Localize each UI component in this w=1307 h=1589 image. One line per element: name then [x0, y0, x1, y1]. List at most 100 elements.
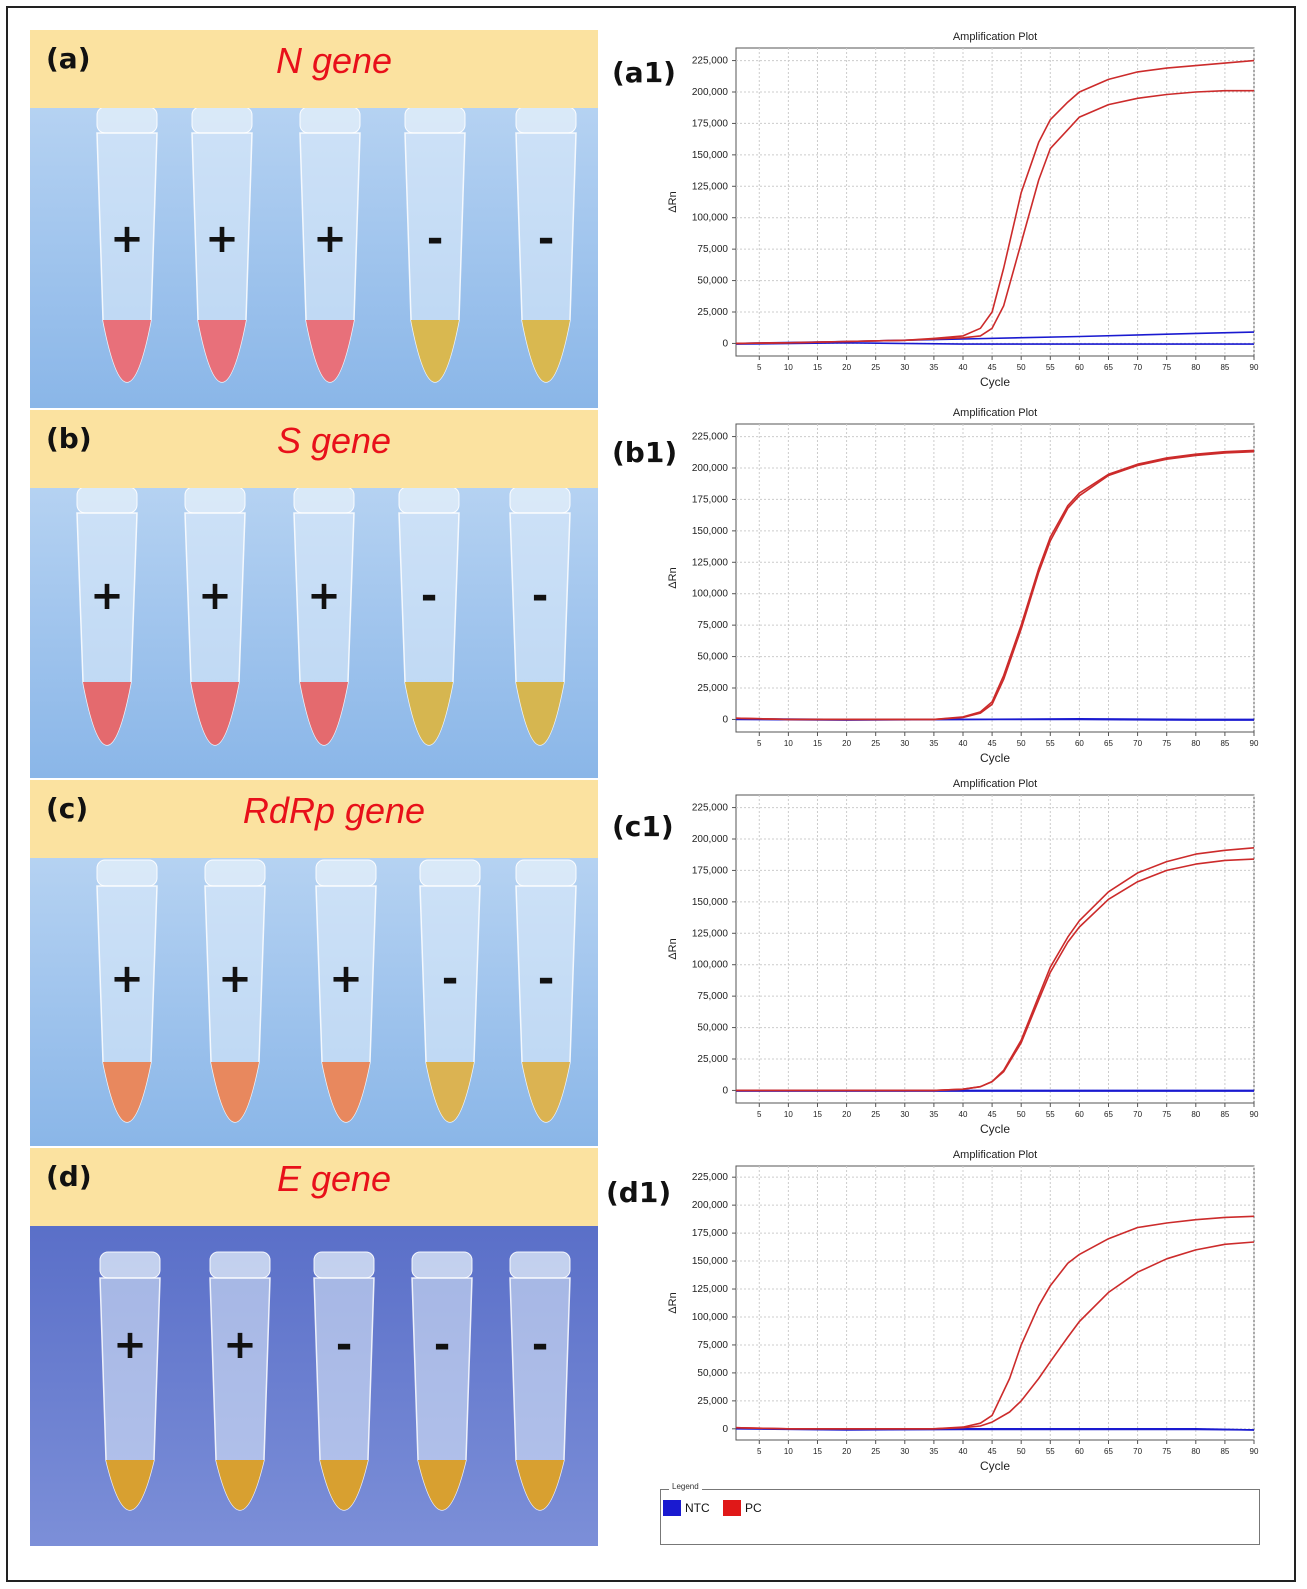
x-tick-label: 60 — [1075, 363, 1084, 372]
x-tick-label: 50 — [1017, 363, 1026, 372]
y-tick-label: 25,000 — [697, 1396, 728, 1407]
y-tick-label: 225,000 — [692, 1172, 729, 1183]
y-tick-label: 25,000 — [697, 1054, 728, 1065]
result-sign-d-1: + — [113, 1322, 147, 1368]
x-axis-label: Cycle — [980, 751, 1010, 765]
result-sign-b-2: + — [198, 573, 232, 619]
x-tick-label: 55 — [1046, 1110, 1055, 1119]
tube-liquid-a-3 — [306, 320, 354, 382]
result-sign-d-2: + — [223, 1322, 257, 1368]
amplification-plot-a1: Amplification Plot 5 10 15 20 25 30 35 40 45 50 55 6… — [667, 31, 1259, 389]
tube-liquid-b-1 — [83, 682, 131, 745]
tube-a-2: + — [191, 108, 253, 383]
x-tick-label: 80 — [1191, 1447, 1200, 1456]
series-line-pc — [735, 89, 1254, 345]
chart-title: Amplification Plot — [953, 1149, 1037, 1161]
x-tick-label: 45 — [988, 1447, 997, 1456]
x-tick-label: 40 — [959, 1110, 968, 1119]
x-tick-label: 25 — [871, 1447, 880, 1456]
x-tick-label: 45 — [988, 363, 997, 372]
tube-d-3: - — [313, 1251, 375, 1511]
tube-b-3: + — [293, 488, 355, 746]
x-tick-label: 75 — [1162, 739, 1171, 748]
plot-area — [735, 1165, 1255, 1441]
panel-label-d: (d) — [46, 1160, 92, 1193]
x-tick-label: 30 — [900, 739, 909, 748]
result-sign-b-4: - — [421, 573, 438, 619]
y-tick-label: 25,000 — [697, 307, 728, 318]
y-tick-label: 175,000 — [692, 865, 729, 876]
y-tick-label: 200,000 — [692, 834, 729, 845]
chart-title: Amplification Plot — [953, 778, 1037, 790]
gene-title-b: S gene — [276, 420, 392, 461]
gene-title-a: N gene — [275, 40, 393, 81]
x-tick-label: 90 — [1250, 363, 1259, 372]
tube-liquid-a-4 — [411, 320, 459, 382]
y-tick-label: 100,000 — [692, 1312, 729, 1323]
tube-liquid-c-4 — [426, 1062, 474, 1122]
x-tick-label: 55 — [1046, 739, 1055, 748]
x-tick-label: 15 — [813, 1447, 822, 1456]
chart-legend: Legend NTC PC — [660, 1482, 1260, 1545]
result-sign-c-3: + — [329, 956, 363, 1002]
plot-area — [735, 794, 1255, 1104]
y-tick-label: 0 — [722, 714, 728, 725]
y-tick-label: 200,000 — [692, 87, 729, 98]
x-axis-label: Cycle — [980, 375, 1010, 389]
result-sign-c-1: + — [110, 956, 144, 1002]
amplification-plot-b1: Amplification Plot 5 10 15 20 25 30 35 40 45 50 55 6… — [667, 407, 1259, 765]
result-sign-c-5: - — [538, 956, 555, 1002]
result-sign-b-1: + — [90, 573, 124, 619]
chart-label-c1: (c1) — [612, 810, 674, 843]
y-tick-label: 100,000 — [692, 960, 729, 971]
y-tick-label: 0 — [722, 338, 728, 349]
y-tick-label: 50,000 — [697, 1023, 728, 1034]
x-tick-label: 65 — [1104, 1110, 1113, 1119]
result-sign-b-5: - — [532, 573, 549, 619]
gene-title-d: E gene — [276, 1158, 392, 1199]
chart-label-a1: (a1) — [612, 56, 676, 89]
series-line-pc — [736, 858, 1255, 1092]
x-tick-label: 65 — [1104, 739, 1113, 748]
y-tick-label: 150,000 — [692, 526, 729, 537]
legend-item-pc: PC — [723, 1500, 762, 1516]
x-tick-label: 75 — [1162, 1110, 1171, 1119]
tube-liquid-d-1 — [106, 1460, 154, 1510]
x-tick-label: 45 — [988, 1110, 997, 1119]
tube-liquid-a-2 — [198, 320, 246, 382]
x-tick-label: 30 — [900, 363, 909, 372]
x-tick-label: 50 — [1017, 1447, 1026, 1456]
tube-a-4: - — [404, 108, 466, 383]
x-tick-label: 40 — [959, 1447, 968, 1456]
y-tick-label: 125,000 — [692, 557, 729, 568]
tube-photo-c: + + + - - — [30, 858, 598, 1146]
x-axis-label: Cycle — [980, 1122, 1010, 1136]
x-tick-label: 35 — [929, 1447, 938, 1456]
x-tick-label: 70 — [1133, 1447, 1142, 1456]
x-tick-label: 25 — [871, 1110, 880, 1119]
tube-liquid-a-5 — [522, 320, 570, 382]
x-tick-label: 25 — [871, 739, 880, 748]
panel-label-c: (c) — [46, 792, 89, 825]
series-line-ntc — [735, 342, 1254, 345]
series-line-pc — [735, 450, 1255, 721]
chart-title: Amplification Plot — [953, 407, 1037, 419]
result-sign-c-2: + — [218, 956, 252, 1002]
y-tick-label: 175,000 — [692, 1228, 729, 1239]
x-tick-label: 20 — [842, 1110, 851, 1119]
x-tick-label: 80 — [1191, 1110, 1200, 1119]
panel-header-b: (b) S gene — [30, 410, 598, 488]
x-tick-label: 60 — [1075, 739, 1084, 748]
y-tick-label: 25,000 — [697, 683, 728, 694]
x-tick-label: 35 — [929, 363, 938, 372]
legend-item-ntc: NTC — [663, 1500, 710, 1516]
tube-c-3: + — [315, 859, 377, 1123]
x-tick-label: 55 — [1046, 1447, 1055, 1456]
series-line-ntc — [735, 1428, 1255, 1431]
chart-label-d1: (d1) — [606, 1176, 672, 1209]
tube-c-5: - — [515, 859, 577, 1123]
result-sign-a-4: - — [427, 216, 444, 262]
tube-c-4: - — [419, 859, 481, 1123]
x-tick-label: 70 — [1133, 363, 1142, 372]
y-tick-label: 100,000 — [692, 213, 729, 224]
